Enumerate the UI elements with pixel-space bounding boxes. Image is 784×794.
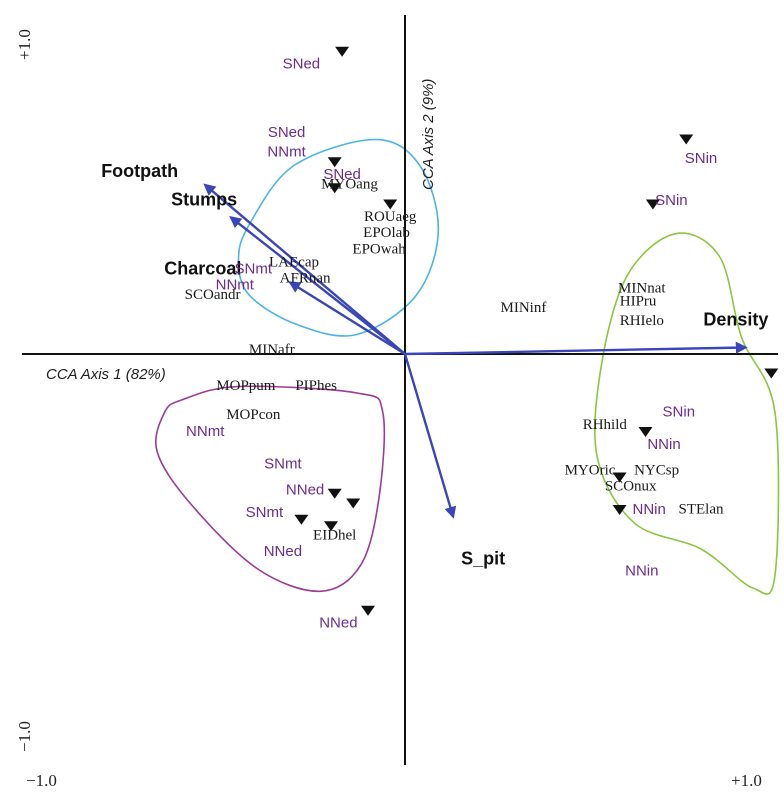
species-label-rhielo: RHIelo bbox=[620, 313, 664, 329]
vector-density bbox=[404, 341, 748, 356]
species-label-epolab: EPOlab bbox=[363, 225, 410, 241]
triangle-marker bbox=[645, 199, 660, 210]
species-label-epowah: EPOwah bbox=[352, 241, 406, 257]
hull-purple bbox=[155, 385, 386, 593]
site-label-nnmt: NNmt bbox=[267, 143, 306, 160]
species-label-sconux: SCOnux bbox=[605, 479, 657, 495]
site-label-nnin: NNin bbox=[647, 436, 680, 453]
y-axis-title: CCA Axis 2 (9%) bbox=[420, 79, 437, 190]
site-label-nnin: NNin bbox=[625, 563, 658, 580]
hull-layer bbox=[155, 138, 780, 595]
site-label-nned: NNed bbox=[319, 615, 357, 632]
species-label-myoric: MYOric bbox=[565, 462, 616, 478]
triangle-marker bbox=[638, 427, 653, 437]
triangle-marker bbox=[324, 521, 338, 532]
y-min-label: −1.0 bbox=[15, 721, 34, 752]
site-label-snmt: SNmt bbox=[264, 455, 302, 472]
site-label-snin: SNin bbox=[663, 403, 696, 420]
species-label-minnat: MINnat bbox=[618, 280, 666, 296]
site-label-snmt: SNmt bbox=[235, 260, 273, 277]
site-label-snmt: SNmt bbox=[246, 504, 284, 521]
species-label-moppum: MOPpum bbox=[216, 378, 276, 394]
vector-s-pit bbox=[403, 353, 457, 519]
site-label-nned: NNed bbox=[264, 543, 302, 560]
species-label-afrnan: AFRnan bbox=[280, 271, 331, 287]
triangle-marker bbox=[383, 199, 398, 210]
vector-label-stumps: Stumps bbox=[171, 190, 237, 210]
triangle-marker bbox=[327, 488, 342, 499]
triangle-marker bbox=[612, 505, 627, 515]
triangle-marker bbox=[327, 183, 342, 194]
species-label-laecap: LAEcap bbox=[269, 254, 319, 270]
site-label-nnmt: NNmt bbox=[216, 277, 255, 294]
vector-stumps bbox=[229, 216, 406, 355]
triangle-marker bbox=[612, 472, 627, 483]
triangle-marker bbox=[346, 498, 361, 509]
site-label-snin: SNin bbox=[685, 150, 718, 167]
site-label-nned: NNed bbox=[286, 481, 324, 498]
species-label-mininf: MINinf bbox=[500, 300, 546, 316]
x-min-label: −1.0 bbox=[26, 771, 57, 790]
species-label-scoandr: SCOandr bbox=[185, 287, 241, 303]
x-axis-title: CCA Axis 1 (82%) bbox=[46, 366, 166, 383]
species-label-rouaeg: ROUaeg bbox=[364, 209, 417, 225]
vector-footpath bbox=[203, 183, 406, 355]
hull-blue bbox=[237, 138, 440, 337]
vector-label-charcoal: Charcoal bbox=[164, 259, 241, 279]
vector-label-density: Density bbox=[703, 310, 768, 330]
vector-layer: Footpath Stumps Charcoal Density S_pit bbox=[101, 161, 768, 569]
species-label-stelan: STElan bbox=[679, 501, 724, 517]
species-label-rhhild: RHhild bbox=[583, 417, 628, 433]
vector-charcoal bbox=[288, 281, 406, 356]
species-label-piphes: PIPhes bbox=[295, 378, 337, 394]
x-max-label: +1.0 bbox=[731, 771, 762, 790]
vector-label-s-pit: S_pit bbox=[461, 549, 505, 569]
species-label-hipru: HIPru bbox=[620, 293, 657, 309]
y-max-label: +1.0 bbox=[15, 29, 34, 60]
species-label-nycsp: NYCsp bbox=[634, 462, 679, 478]
site-layer: SNedSNedNNmtSNedSNmtNNmtSNinSNinSNinNNin… bbox=[186, 56, 717, 632]
site-label-sned: SNed bbox=[268, 124, 306, 141]
site-label-snin: SNin bbox=[655, 192, 688, 209]
species-label-mopcon: MOPcon bbox=[226, 407, 281, 423]
site-label-sned: SNed bbox=[283, 56, 321, 73]
marker-layer bbox=[294, 46, 779, 616]
site-label-sned: SNed bbox=[323, 166, 361, 183]
triangle-marker bbox=[764, 368, 779, 379]
triangle-marker bbox=[327, 157, 342, 168]
triangle-marker bbox=[679, 134, 694, 145]
vector-label-footpath: Footpath bbox=[101, 161, 178, 181]
triangle-marker bbox=[294, 514, 309, 525]
hull-green bbox=[594, 232, 780, 595]
species-label-myoang: MYOang bbox=[321, 176, 378, 192]
triangle-marker bbox=[335, 46, 350, 57]
site-label-nnin: NNin bbox=[633, 501, 666, 518]
species-label-eidhel: EIDhel bbox=[313, 527, 356, 543]
site-label-nnmt: NNmt bbox=[186, 423, 225, 440]
species-label-minafr: MINafr bbox=[249, 342, 295, 358]
triangle-marker bbox=[361, 605, 375, 616]
